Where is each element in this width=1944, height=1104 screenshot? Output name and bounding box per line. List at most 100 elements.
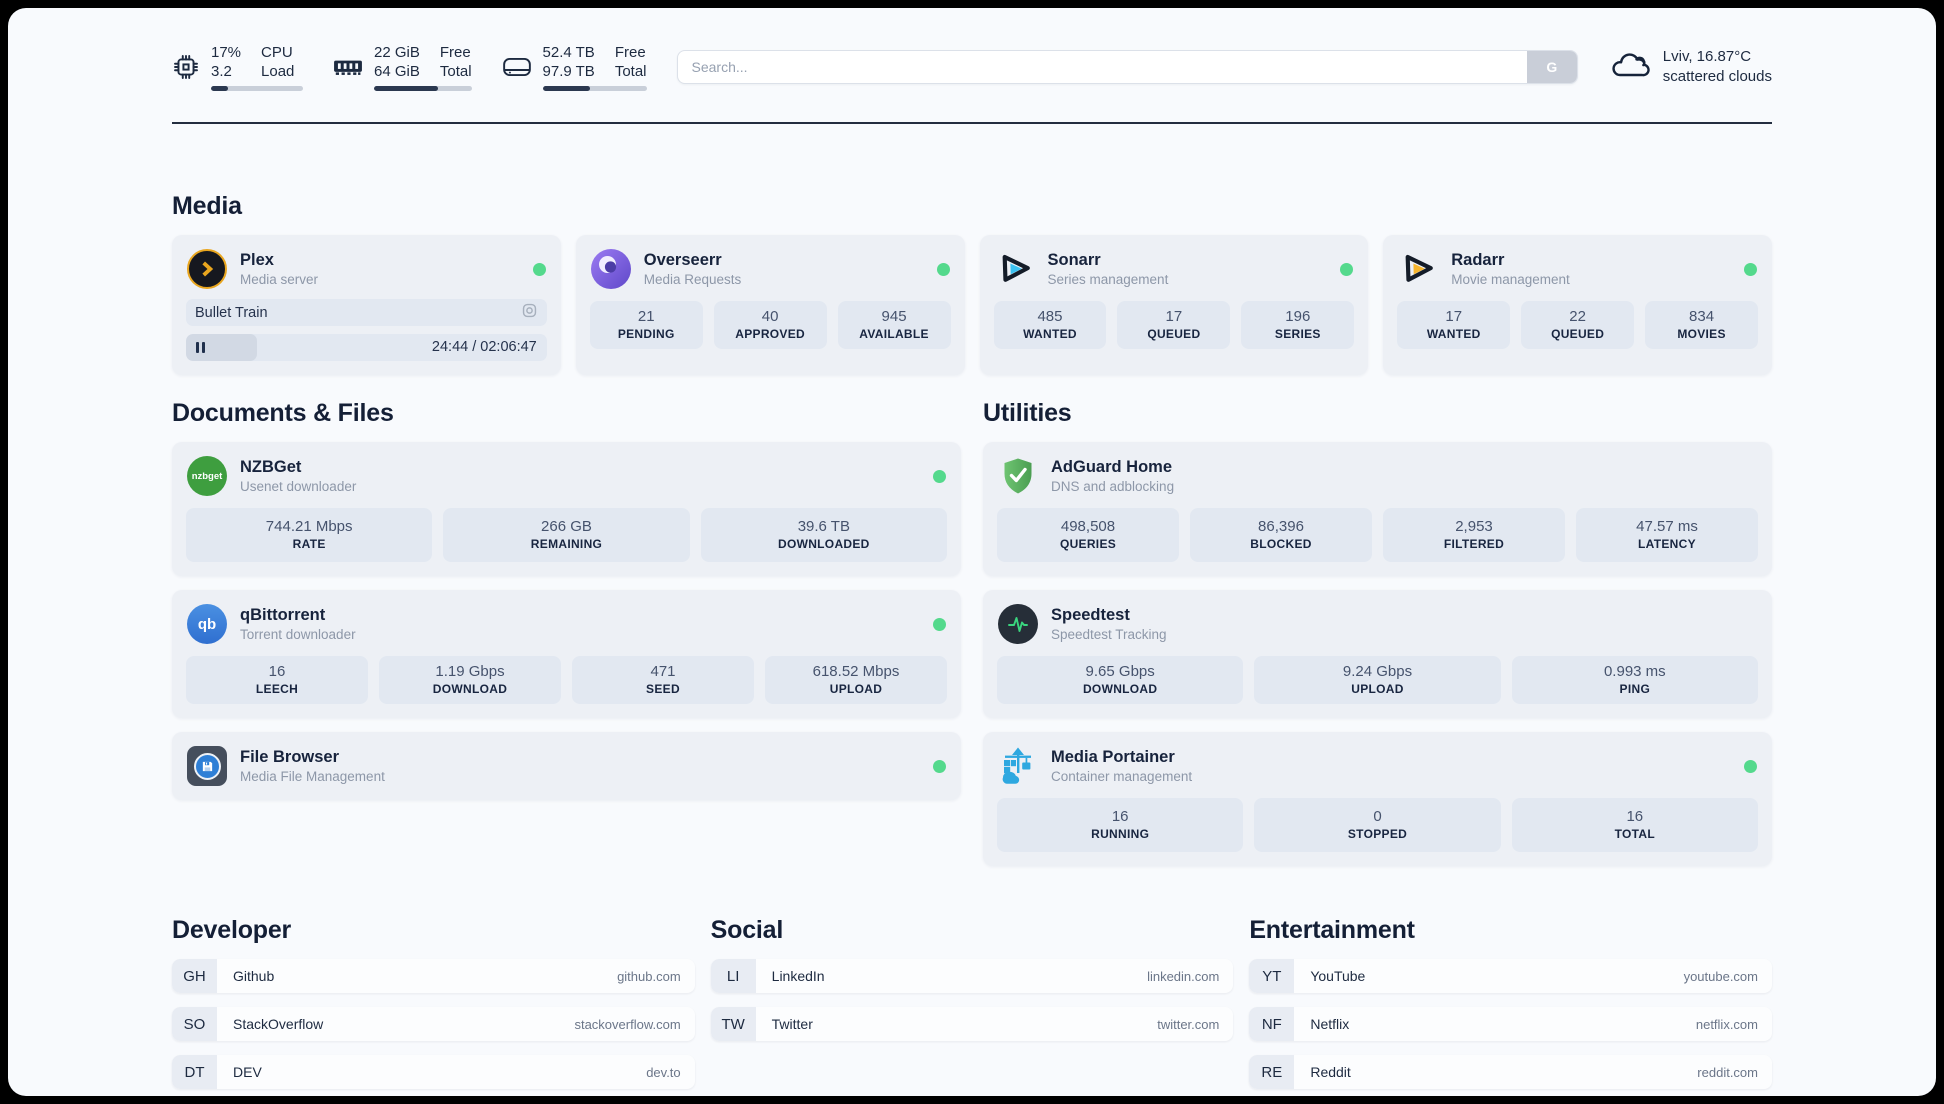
app-card-speedtest[interactable]: Speedtest Speedtest Tracking 9.65 Gbps D…: [983, 590, 1772, 718]
disk-label-1: Free: [614, 44, 646, 61]
bookmark-linkedin[interactable]: LI LinkedIn linkedin.com: [710, 959, 1234, 993]
app-subtitle: Movie management: [1451, 271, 1570, 287]
bookmark-name: StackOverflow: [233, 1016, 324, 1032]
app-name: AdGuard Home: [1051, 457, 1173, 476]
stat-series: 196 SERIES: [1241, 301, 1355, 349]
memory-progress-track: [374, 86, 472, 91]
bookmark-twitter[interactable]: TW Twitter twitter.com: [710, 1007, 1234, 1041]
bookmark-youtube[interactable]: YT YouTube youtube.com: [1249, 959, 1772, 993]
app-card-qbittorrent[interactable]: qb qBittorrent Torrent downloader 16: [172, 590, 961, 718]
search-box: G: [676, 50, 1578, 84]
bookmark-abbr: SO: [172, 1007, 217, 1041]
stat-stopped: 0 STOPPED: [1254, 798, 1501, 852]
bookmark-abbr: RE: [1249, 1055, 1295, 1089]
now-playing-row: Bullet Train: [186, 299, 547, 326]
nzbget-icon: nzbget: [187, 456, 227, 496]
app-subtitle: Series management: [1047, 271, 1169, 287]
disk-free: 52.4 TB: [542, 44, 595, 61]
memory-total: 64 GiB: [374, 63, 420, 80]
dashboard-page: 17% 3.2 CPU Load: [8, 8, 1936, 1096]
stat-seed: 471 SEED: [572, 656, 754, 704]
app-name: Media Portainer: [1051, 747, 1175, 766]
sonarr-icon: [995, 249, 1035, 289]
section-developer: Developer GH Github github.com SO StackO…: [172, 916, 695, 1096]
bookmark-url: dev.to: [646, 1064, 681, 1080]
section-entertainment: Entertainment YT YouTube youtube.com NF …: [1249, 916, 1772, 1096]
memory-widget: 22 GiB 64 GiB Free Total: [333, 43, 472, 91]
app-subtitle: Media Requests: [643, 271, 742, 287]
adguard-icon: [998, 456, 1038, 496]
stat-queued: 17 QUEUED: [1117, 301, 1231, 349]
stat-queries: 498,508 QUERIES: [997, 508, 1179, 562]
app-name: NZBGet: [240, 457, 302, 476]
overseerr-icon: [590, 249, 631, 289]
weather-location-temp: Lviv, 16.87°C: [1662, 48, 1752, 65]
app-card-adguard[interactable]: AdGuard Home DNS and adblocking 498,508 …: [983, 442, 1772, 576]
bookmark-reddit[interactable]: RE Reddit reddit.com: [1249, 1055, 1772, 1089]
stat-download: 1.19 Gbps DOWNLOAD: [379, 656, 561, 704]
bookmark-name: Reddit: [1310, 1064, 1351, 1080]
cpu-icon: [172, 53, 200, 81]
app-subtitle: Media File Management: [240, 768, 385, 784]
bookmark-abbr: LI: [710, 959, 756, 993]
bookmark-url: twitter.com: [1157, 1016, 1220, 1032]
stat-downloaded: 39.6 TB DOWNLOADED: [700, 508, 947, 562]
app-card-radarr[interactable]: Radarr Movie management 17 WANTED 22 QUE…: [1383, 235, 1772, 375]
bookmark-abbr: GH: [172, 959, 217, 993]
disk-widget: 52.4 TB 97.9 TB Free Total: [502, 43, 647, 91]
status-online-dot: [933, 469, 946, 483]
stat-available: 945 AVAILABLE: [837, 301, 951, 349]
disk-label-2: Total: [614, 63, 647, 80]
app-name: qBittorrent: [240, 605, 326, 624]
cpu-percent: 17%: [211, 44, 242, 61]
app-card-plex[interactable]: Plex Media server Bullet Train: [172, 235, 561, 375]
media-section-title: Media: [172, 192, 242, 220]
bookmark-dev[interactable]: DT DEV dev.to: [172, 1055, 695, 1089]
app-subtitle: Media server: [240, 271, 319, 287]
memory-free: 22 GiB: [374, 44, 420, 61]
stat-ping: 0.993 ms PING: [1511, 656, 1758, 704]
bookmark-url: stackoverflow.com: [574, 1016, 681, 1032]
resource-widgets: 17% 3.2 CPU Load: [172, 43, 647, 91]
bookmark-name: Github: [233, 968, 275, 984]
disk-icon: [502, 55, 532, 79]
qbittorrent-icon: qb: [187, 604, 227, 644]
header-divider: [172, 122, 1772, 124]
search-engine-button[interactable]: G: [1526, 51, 1577, 83]
app-card-filebrowser[interactable]: File Browser Media File Management: [172, 732, 961, 800]
stat-filtered: 2,953 FILTERED: [1383, 508, 1565, 562]
disk-progress-fill: [542, 86, 591, 91]
app-card-sonarr[interactable]: Sonarr Series management 485 WANTED 17 Q…: [979, 235, 1369, 375]
status-online-dot: [1340, 262, 1354, 276]
stat-download: 9.65 Gbps DOWNLOAD: [997, 656, 1244, 704]
memory-label-1: Free: [439, 44, 471, 61]
section-documents: Documents & Files nzbget NZBGet Usenet d…: [172, 399, 961, 866]
app-name: File Browser: [240, 747, 340, 766]
stat-upload: 618.52 Mbps UPLOAD: [765, 656, 947, 704]
now-playing-title: Bullet Train: [195, 304, 268, 321]
cpu-progress-fill: [211, 86, 228, 91]
memory-icon: [333, 56, 363, 78]
bookmark-stackoverflow[interactable]: SO StackOverflow stackoverflow.com: [172, 1007, 695, 1041]
plex-icon: [187, 249, 227, 289]
cpu-label-1: CPU: [261, 44, 293, 61]
speedtest-icon: [998, 604, 1038, 644]
stat-approved: 40 APPROVED: [713, 301, 827, 349]
weather-widget: Lviv, 16.87°C scattered clouds: [1608, 47, 1772, 87]
stat-remaining: 266 GB REMAINING: [443, 508, 690, 562]
section-social: Social LI LinkedIn linkedin.com TW Twitt…: [710, 916, 1234, 1055]
bookmark-url: youtube.com: [1683, 968, 1758, 984]
app-card-portainer[interactable]: Media Portainer Container management 16 …: [983, 732, 1772, 866]
search-input[interactable]: [676, 50, 1578, 84]
app-card-overseerr[interactable]: Overseerr Media Requests 21 PENDING 40 A…: [575, 235, 965, 375]
memory-label-2: Total: [439, 63, 472, 80]
cpu-progress-track: [211, 86, 303, 91]
bookmark-github[interactable]: GH Github github.com: [172, 959, 695, 993]
bookmark-netflix[interactable]: NF Netflix netflix.com: [1249, 1007, 1772, 1041]
stat-latency: 47.57 ms LATENCY: [1576, 508, 1758, 562]
video-session-icon: [521, 302, 538, 323]
bookmark-abbr: DT: [172, 1055, 217, 1089]
bookmark-url: linkedin.com: [1147, 968, 1220, 984]
status-online-dot: [1744, 759, 1757, 773]
app-card-nzbget[interactable]: nzbget NZBGet Usenet downloader 744.21 M…: [172, 442, 961, 576]
